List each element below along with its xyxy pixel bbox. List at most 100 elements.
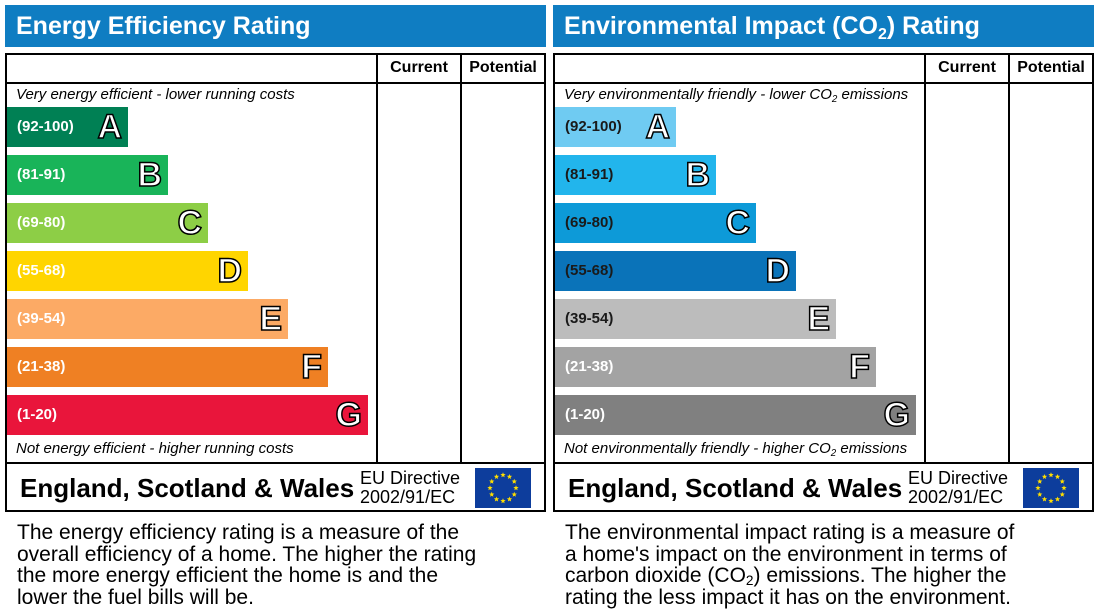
text-part: emissions: [837, 86, 909, 103]
row-divider: [5, 462, 546, 464]
directive: EU Directive: [908, 468, 1009, 488]
text-part: the more energy efficient the home is an…: [17, 564, 439, 587]
row-divider: [5, 82, 546, 84]
row-divider: [553, 82, 1094, 84]
subscript: 2: [830, 448, 837, 459]
flag-star: [506, 473, 513, 480]
column-header: Potential: [1017, 59, 1085, 76]
band-letter: A: [97, 107, 123, 147]
directive: 2002/91/EC: [360, 487, 456, 507]
rating-table: [553, 53, 1094, 512]
text-part: Very environmentally friendly - lower CO: [564, 86, 832, 103]
flag-star: [1048, 472, 1054, 478]
band-range: (1-20): [565, 406, 606, 423]
flag-star: [1041, 473, 1048, 480]
column-divider: [924, 53, 926, 464]
band-range: (81-91): [17, 166, 66, 183]
region: England, Scotland & Wales: [568, 473, 903, 503]
flag-star: [489, 491, 495, 497]
panel-title: Environmental Impact (CO2) Rating: [553, 5, 1094, 47]
flag-star: [1041, 496, 1048, 502]
rating-band: (81-91) B: [555, 155, 716, 195]
flag-star: [1054, 496, 1061, 502]
column-header: Current: [938, 59, 996, 76]
directive: 2002/91/EC: [908, 487, 1004, 507]
flag-star: [1054, 473, 1061, 480]
band-letter: B: [685, 155, 711, 195]
description-line: lower the fuel bills will be.: [17, 585, 254, 609]
flag-star: [1035, 485, 1041, 491]
text-part: Not energy efficient - higher running co…: [16, 440, 294, 457]
column-divider: [1008, 53, 1010, 464]
column-divider: [376, 53, 378, 464]
text-part: Very energy efficient - lower running co…: [16, 86, 295, 103]
flag-star: [1059, 491, 1065, 497]
rating-band: (69-80) C: [7, 203, 208, 243]
rating-band: (55-68) D: [7, 251, 248, 291]
band-letter: E: [259, 299, 283, 339]
rating-band: (69-80) C: [555, 203, 756, 243]
description-line: overall efficiency of a home. The higher…: [17, 543, 476, 566]
text-part: ) emissions. The higher the: [753, 564, 1007, 587]
band-letter: C: [177, 203, 203, 243]
text-part: Energy Efficiency Rating: [16, 12, 311, 40]
band-letter: F: [300, 347, 322, 387]
top-note: Very environmentally friendly - lower CO…: [564, 86, 909, 104]
flag-star: [500, 498, 506, 504]
band-letter: A: [645, 107, 671, 147]
rating-band: (21-38) F: [555, 347, 876, 387]
band-range: (92-100): [565, 118, 622, 135]
band-letter: C: [725, 203, 751, 243]
band-range: (69-80): [565, 214, 614, 231]
flag-star: [511, 478, 517, 484]
band-letter: G: [335, 395, 363, 435]
description-line: The energy efficiency rating is a measur…: [17, 522, 459, 544]
text-part: carbon dioxide (CO: [565, 564, 746, 587]
rating-band: (39-54) E: [7, 299, 288, 339]
description-line: a home's impact on the environment in te…: [565, 542, 1007, 566]
flag-star: [506, 496, 513, 502]
rating-band: (1-20) G: [7, 395, 368, 435]
flag-star: [511, 491, 517, 497]
rating-band: (39-54) E: [555, 299, 836, 339]
band-range: (39-54): [17, 310, 66, 327]
panel-title: Energy Efficiency Rating: [5, 5, 546, 47]
column-divider: [460, 53, 462, 464]
band-range: (1-20): [17, 406, 58, 423]
band-range: (92-100): [17, 118, 74, 135]
text-part: lower the fuel bills will be.: [17, 585, 254, 609]
band-range: (39-54): [565, 310, 614, 327]
rating-band: (55-68) D: [555, 251, 796, 291]
text-part: ) Rating: [886, 12, 980, 40]
band-range: (69-80): [17, 214, 66, 231]
band-range: (21-38): [565, 358, 614, 375]
flag-star: [1048, 498, 1054, 504]
subscript: 2: [745, 573, 754, 588]
band-letter: G: [883, 395, 911, 435]
directive: EU Directive: [360, 468, 461, 488]
text-part: The energy efficiency rating is a measur…: [17, 521, 460, 544]
bottom-note: Not environmentally friendly - higher CO…: [564, 440, 908, 459]
description-line: rating the less impact it has on the env…: [565, 586, 1011, 609]
band-range: (55-68): [565, 262, 614, 279]
rating-band: (92-100) A: [7, 107, 128, 147]
region: England, Scotland & Wales: [20, 473, 355, 503]
rating-table: [5, 53, 546, 512]
text-part: Not environmentally friendly - higher CO: [564, 440, 831, 457]
text-part: The environmental impact rating is a mea…: [565, 521, 1015, 544]
subscript: 2: [877, 26, 887, 43]
description-line: The environmental impact rating is a mea…: [565, 522, 1014, 544]
rating-band: (1-20) G: [555, 395, 916, 435]
text-part: a home's impact on the environment in te…: [565, 542, 1007, 566]
flag-star: [1037, 491, 1043, 497]
band-letter: B: [137, 155, 163, 195]
description-line: the more energy efficient the home is an…: [17, 565, 438, 587]
flag-star: [1037, 478, 1043, 484]
flag-star: [487, 485, 493, 491]
flag-star: [1061, 485, 1067, 491]
text-part: emissions: [836, 440, 908, 457]
flag-star: [500, 472, 506, 478]
band-range: (55-68): [17, 262, 66, 279]
band-letter: F: [848, 347, 870, 387]
